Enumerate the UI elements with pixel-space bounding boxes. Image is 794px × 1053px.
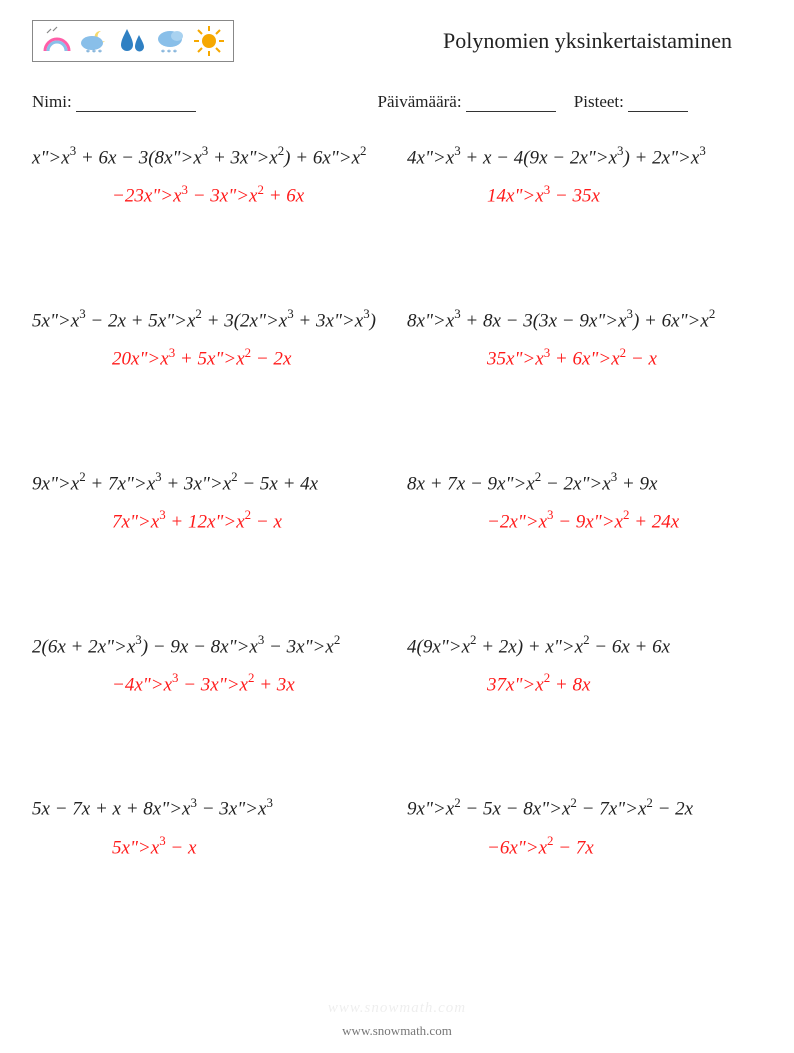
problem-cell: 9x">x2 + 7x">x3 + 3x">x2 − 5x + 4x7x">x3…	[32, 466, 387, 541]
cloud-snow-icon: * * *	[155, 25, 187, 57]
problem-cell: 9x">x2 − 5x − 8x">x2 − 7x">x2 − 2x−6x">x…	[407, 791, 762, 866]
problem-cell: 8x">x3 + 8x − 3(3x − 9x">x3) + 6x">x235x…	[407, 303, 762, 378]
score-label: Pisteet:	[574, 92, 624, 111]
problem-cell: 8x + 7x − 9x">x2 − 2x">x3 + 9x−2x">x3 − …	[407, 466, 762, 541]
problem-cell: 5x">x3 − 2x + 5x">x2 + 3(2x">x3 + 3x">x3…	[32, 303, 387, 378]
info-row: Nimi: Päivämäärä: Pisteet:	[32, 92, 762, 112]
rainbow-icon	[41, 25, 73, 57]
score-blank[interactable]	[628, 94, 688, 112]
problem-answer: 35x">x3 + 6x">x2 − x	[487, 341, 762, 377]
page-title: Polynomien yksinkertaistaminen	[443, 28, 732, 54]
date-label: Päivämäärä:	[378, 92, 462, 111]
problem-expression: 8x">x3 + 8x − 3(3x − 9x">x3) + 6x">x2	[407, 303, 762, 339]
cloud-moon-snow-icon: * * *	[79, 25, 111, 57]
name-blank[interactable]	[76, 94, 196, 112]
problem-expression: 4x">x3 + x − 4(9x − 2x">x3) + 2x">x3	[407, 140, 762, 176]
problems-grid: x">x3 + 6x − 3(8x">x3 + 3x">x2) + 6x">x2…	[32, 140, 762, 866]
svg-text:* * *: * * *	[161, 48, 177, 57]
watermark: www.snowmath.com	[0, 1000, 794, 1017]
problem-cell: 5x − 7x + x + 8x">x3 − 3x">x35x">x3 − x	[32, 791, 387, 866]
problem-cell: 2(6x + 2x">x3) − 9x − 8x">x3 − 3x">x2−4x…	[32, 629, 387, 704]
problem-answer: −4x">x3 − 3x">x2 + 3x	[112, 667, 387, 703]
problem-expression: 5x − 7x + x + 8x">x3 − 3x">x3	[32, 791, 387, 827]
svg-text:* * *: * * *	[86, 48, 102, 57]
date-blank[interactable]	[466, 94, 556, 112]
problem-answer: 37x">x2 + 8x	[487, 667, 762, 703]
problem-answer: −6x">x2 − 7x	[487, 830, 762, 866]
problem-expression: 4(9x">x2 + 2x) + x">x2 − 6x + 6x	[407, 629, 762, 665]
problem-expression: x">x3 + 6x − 3(8x">x3 + 3x">x2) + 6x">x2	[32, 140, 387, 176]
name-label: Nimi:	[32, 92, 72, 111]
weather-icon-box: * * * * * *	[32, 20, 234, 62]
problem-answer: 7x">x3 + 12x">x2 − x	[112, 504, 387, 540]
problem-cell: x">x3 + 6x − 3(8x">x3 + 3x">x2) + 6x">x2…	[32, 140, 387, 215]
problem-expression: 5x">x3 − 2x + 5x">x2 + 3(2x">x3 + 3x">x3…	[32, 303, 387, 339]
problem-answer: −23x">x3 − 3x">x2 + 6x	[112, 178, 387, 214]
problem-answer: 14x">x3 − 35x	[487, 178, 762, 214]
problem-cell: 4(9x">x2 + 2x) + x">x2 − 6x + 6x37x">x2 …	[407, 629, 762, 704]
problem-cell: 4x">x3 + x − 4(9x − 2x">x3) + 2x">x314x"…	[407, 140, 762, 215]
problem-expression: 9x">x2 − 5x − 8x">x2 − 7x">x2 − 2x	[407, 791, 762, 827]
problem-answer: −2x">x3 − 9x">x2 + 24x	[487, 504, 762, 540]
problem-expression: 9x">x2 + 7x">x3 + 3x">x2 − 5x + 4x	[32, 466, 387, 502]
header: * * * * * *	[32, 20, 762, 62]
sun-icon	[193, 25, 225, 57]
footer-url: www.snowmath.com	[0, 1023, 794, 1039]
problem-expression: 8x + 7x − 9x">x2 − 2x">x3 + 9x	[407, 466, 762, 502]
problem-expression: 2(6x + 2x">x3) − 9x − 8x">x3 − 3x">x2	[32, 629, 387, 665]
raindrops-icon	[117, 25, 149, 57]
problem-answer: 20x">x3 + 5x">x2 − 2x	[112, 341, 387, 377]
problem-answer: 5x">x3 − x	[112, 830, 387, 866]
